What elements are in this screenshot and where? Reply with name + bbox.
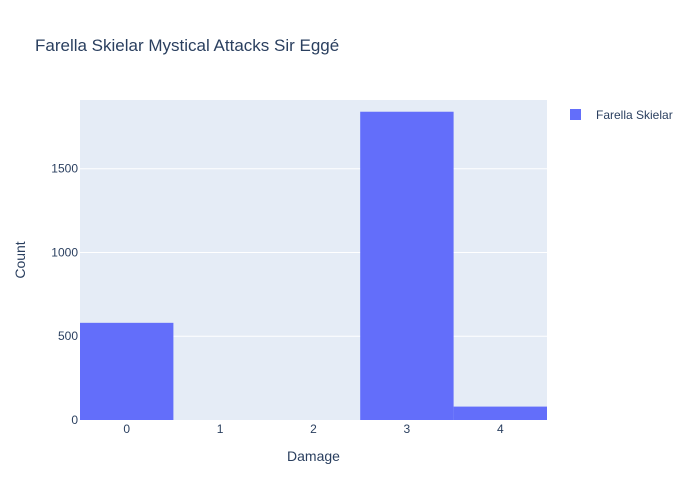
y-tick-label: 0: [71, 413, 78, 427]
y-tick-label: 1500: [51, 162, 78, 176]
legend[interactable]: Farella Skielar: [570, 108, 673, 122]
x-tick-label: 0: [123, 422, 130, 436]
x-tick-label: 1: [217, 422, 224, 436]
bar-0[interactable]: [80, 322, 174, 420]
x-axis-title: Damage: [287, 448, 340, 464]
chart-title: Farella Skielar Mystical Attacks Sir Egg…: [35, 36, 339, 55]
x-tick-label: 2: [310, 422, 317, 436]
bar-4[interactable]: [453, 406, 547, 420]
y-tick-label: 500: [58, 329, 78, 343]
legend-label: Farella Skielar: [596, 108, 673, 122]
y-axis-title: Count: [12, 241, 28, 278]
y-axis-ticks: 0 500 1000 1500: [51, 162, 78, 427]
bar-series: [80, 111, 547, 420]
x-axis-ticks: 0 1 2 3 4: [123, 422, 504, 436]
bar-3[interactable]: [360, 111, 454, 420]
legend-swatch: [570, 109, 581, 120]
y-tick-label: 1000: [51, 245, 78, 259]
x-tick-label: 3: [404, 422, 411, 436]
x-tick-label: 4: [497, 422, 504, 436]
